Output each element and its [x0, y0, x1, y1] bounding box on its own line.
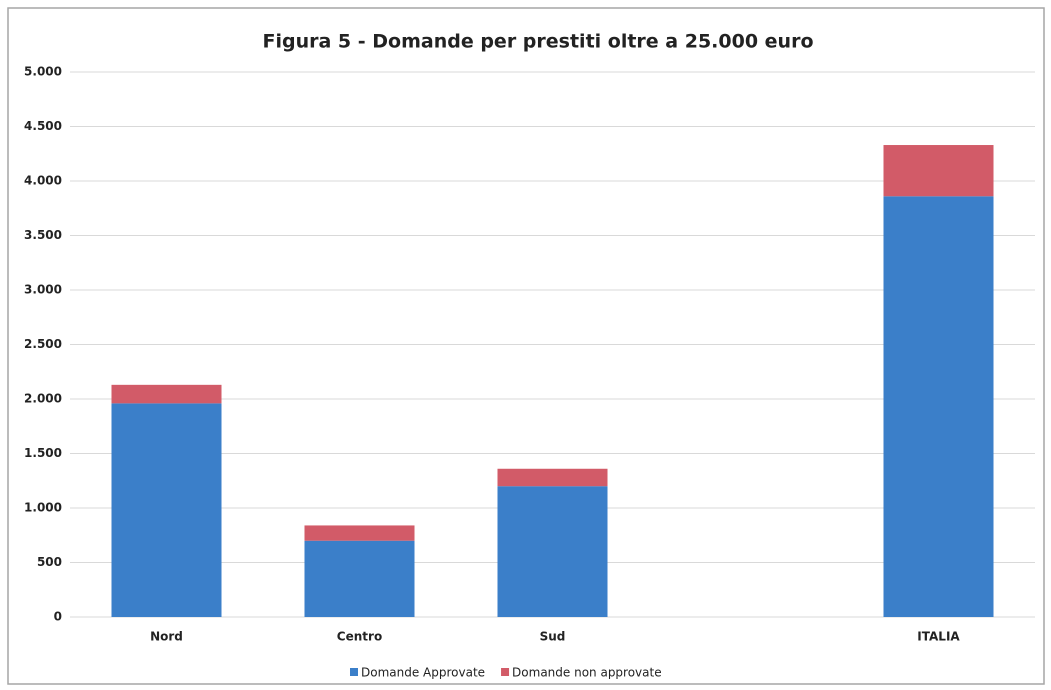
legend-label: Domande Approvate — [361, 666, 485, 680]
legend-label: Domande non approvate — [512, 666, 662, 680]
y-tick-label: 2.500 — [24, 337, 62, 351]
y-tick-label: 2.000 — [24, 392, 62, 406]
bar-segment — [497, 468, 608, 487]
x-tick-label: ITALIA — [917, 630, 960, 644]
chart-title: Figura 5 - Domande per prestiti oltre a … — [263, 31, 814, 53]
x-tick-label: Centro — [337, 630, 382, 644]
x-tick-label: Sud — [540, 630, 566, 644]
y-tick-label: 4.000 — [24, 174, 62, 188]
legend-swatch — [501, 668, 510, 676]
bar-segment — [497, 486, 608, 617]
x-tick-label: Nord — [150, 630, 183, 644]
legend-swatch — [350, 668, 358, 676]
y-tick-label: 4.500 — [24, 119, 62, 133]
y-tick-label: 1.000 — [24, 501, 62, 515]
bar-segment — [111, 384, 222, 404]
y-tick-label: 3.500 — [24, 228, 62, 242]
y-tick-label: 0 — [54, 610, 62, 624]
y-tick-label: 1.500 — [24, 446, 62, 460]
y-tick-label: 500 — [37, 555, 62, 569]
bar-segment — [304, 540, 415, 617]
bar-segment — [111, 403, 222, 617]
bar-segment — [304, 525, 415, 541]
bar-segment — [883, 196, 994, 617]
y-tick-label: 3.000 — [24, 283, 62, 297]
bar-segment — [883, 145, 994, 197]
y-tick-label: 5.000 — [24, 65, 62, 79]
